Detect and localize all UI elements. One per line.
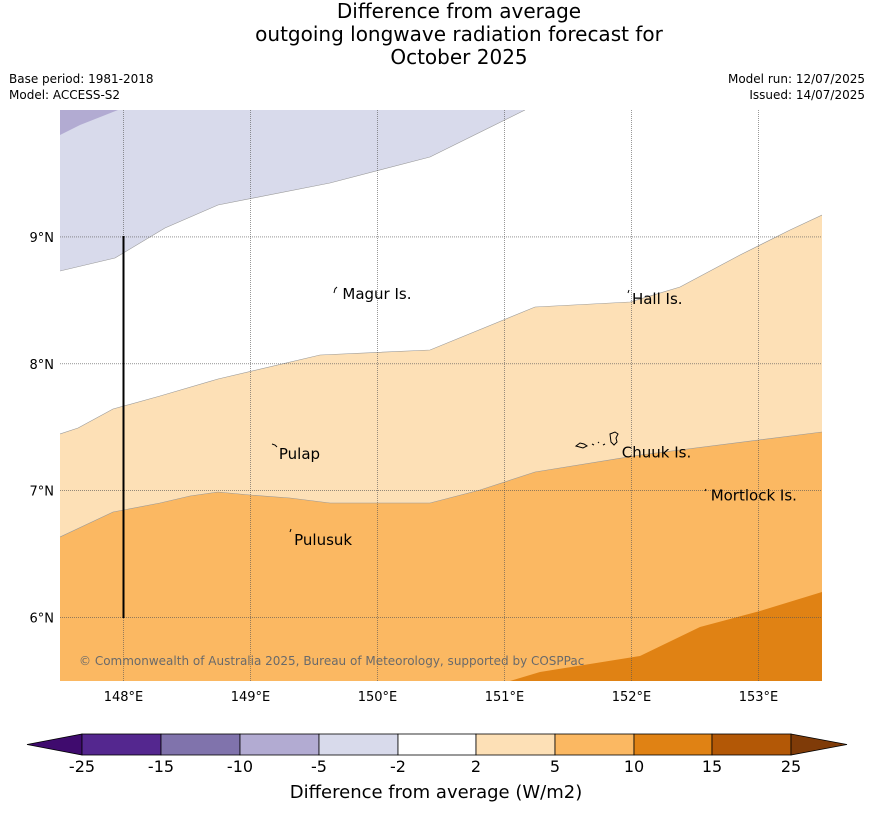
latitude-tick-label: 9°N bbox=[30, 231, 55, 246]
longitude-tick-label: 149°E bbox=[231, 690, 271, 705]
colorbar-segment bbox=[711, 733, 792, 756]
place-label: Pulusuk bbox=[294, 531, 352, 549]
colorbar-tick-label: 5 bbox=[550, 757, 560, 776]
anomaly-band-minus10 bbox=[60, 110, 118, 135]
mortlock-island-shape bbox=[704, 488, 707, 492]
colorbar-segment bbox=[475, 733, 556, 756]
colorbar-tick-label: 25 bbox=[781, 757, 801, 776]
model-text: Model: ACCESS-S2 bbox=[9, 88, 121, 102]
colorbar-tick-label: -15 bbox=[148, 757, 174, 776]
longitude-tick-label: 152°E bbox=[612, 690, 652, 705]
latitude-tick-label: 8°N bbox=[30, 358, 55, 373]
colorbar-tick-label: 10 bbox=[624, 757, 644, 776]
colorbar bbox=[26, 733, 848, 756]
colorbar-tick-label: 2 bbox=[471, 757, 481, 776]
place-labels: Magur Is. Hall Is. Pulap Chuuk Is. Mortlock … bbox=[279, 285, 797, 549]
copyright-text: © Commonwealth of Australia 2025, Bureau… bbox=[79, 654, 584, 668]
colorbar-tick-label: -5 bbox=[311, 757, 327, 776]
map-panel: Magur Is. Hall Is. Pulap Chuuk Is. Mortlock … bbox=[60, 110, 822, 681]
place-label: Magur Is. bbox=[342, 285, 411, 303]
colorbar-tick-labels: -25 -15 -10 -5 -2 2 5 10 15 25 bbox=[69, 757, 801, 776]
place-label: Chuuk Is. bbox=[622, 444, 691, 462]
model-run-text: Model run: 12/07/2025 bbox=[727, 72, 865, 86]
issued-text: Issued: 14/07/2025 bbox=[749, 88, 865, 102]
colorbar-tick-label: -2 bbox=[390, 757, 406, 776]
chart-title: Difference from average outgoing longwav… bbox=[0, 0, 873, 69]
latitude-tick-label: 6°N bbox=[30, 612, 55, 627]
colorbar-segment bbox=[160, 733, 241, 756]
hall-island-shape bbox=[627, 289, 630, 294]
magur-island-shape bbox=[333, 286, 338, 294]
longitude-tick-label: 153°E bbox=[739, 690, 779, 705]
colorbar-segment bbox=[633, 733, 713, 756]
latitude-tick-label: 7°N bbox=[30, 485, 55, 500]
latitude-ticks: 9°N 8°N 7°N 6°N bbox=[30, 231, 55, 627]
colorbar-label: Difference from average (W/m2) bbox=[290, 782, 582, 803]
meta-right: Model run: 12/07/2025 Issued: 14/07/2025 bbox=[728, 71, 865, 103]
place-label: Pulap bbox=[279, 445, 320, 463]
colorbar-tick-label: -25 bbox=[69, 757, 95, 776]
longitude-tick-label: 148°E bbox=[104, 690, 144, 705]
base-period-text: Base period: 1981-2018 bbox=[9, 72, 154, 86]
pulap-island-shape bbox=[271, 443, 278, 448]
anomaly-band-plus10 bbox=[510, 592, 822, 681]
chuuk-island-shape-1 bbox=[574, 442, 588, 449]
meta-left: Base period: 1981-2018 Model: ACCESS-S2 bbox=[9, 71, 154, 103]
colorbar-extend-high bbox=[790, 733, 848, 756]
island-outlines bbox=[271, 286, 707, 533]
colorbar-tick-label: 15 bbox=[702, 757, 722, 776]
title-line-1: Difference from average bbox=[336, 0, 582, 23]
colorbar-segment bbox=[318, 733, 399, 756]
anomaly-band-minus5 bbox=[60, 110, 525, 271]
longitude-tick-label: 150°E bbox=[358, 690, 398, 705]
chuuk-island-shape-3 bbox=[591, 441, 606, 446]
colorbar-segment bbox=[239, 733, 320, 756]
colorbar-segment bbox=[81, 733, 162, 756]
colorbar-segment bbox=[397, 733, 477, 756]
title-line-2: outgoing longwave radiation forecast for bbox=[255, 22, 663, 46]
colorbar-segment bbox=[554, 733, 635, 756]
chuuk-island-shape-2 bbox=[609, 431, 619, 446]
colorbar-tick-label: -10 bbox=[227, 757, 253, 776]
gridlines bbox=[60, 110, 822, 681]
pulusuk-island-shape bbox=[289, 528, 292, 533]
place-label: Mortlock Is. bbox=[711, 487, 797, 505]
title-line-3: October 2025 bbox=[390, 45, 528, 69]
longitude-ticks: 148°E 149°E 150°E 151°E 152°E 153°E bbox=[104, 690, 779, 705]
longitude-tick-label: 151°E bbox=[485, 690, 525, 705]
colorbar-extend-low bbox=[26, 733, 83, 756]
place-label: Hall Is. bbox=[632, 290, 683, 308]
